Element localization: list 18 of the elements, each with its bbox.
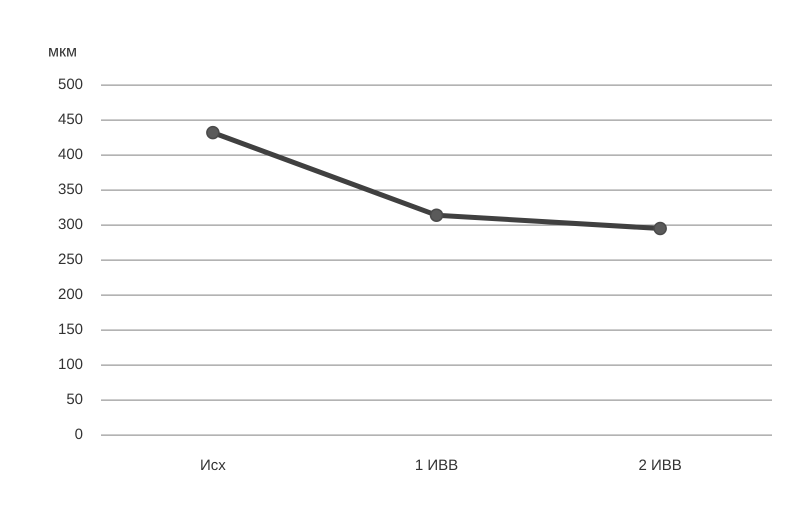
point [430,208,444,222]
y-axis-title: мкм [48,43,77,60]
y-tick-label: 150 [58,321,84,338]
y-tick-label: 250 [58,251,84,268]
y-tick-label: 300 [58,216,84,234]
y-tick-label: 200 [58,286,84,304]
point [653,222,667,236]
point [206,126,220,140]
y-tick-label: 50 [66,391,84,408]
x-tick-label: 2 ИВВ [638,457,682,474]
y-tick-label: 450 [58,111,84,128]
y-tick-label: 400 [58,146,84,164]
x-tick-label: 1 ИВВ [414,457,458,474]
y-tick-label: 0 [74,426,84,444]
x-tick-label: Исх [200,457,226,474]
y-tick-label: 100 [58,356,84,374]
y-tick-label: 500 [58,76,84,94]
y-tick-label: 350 [58,181,84,198]
